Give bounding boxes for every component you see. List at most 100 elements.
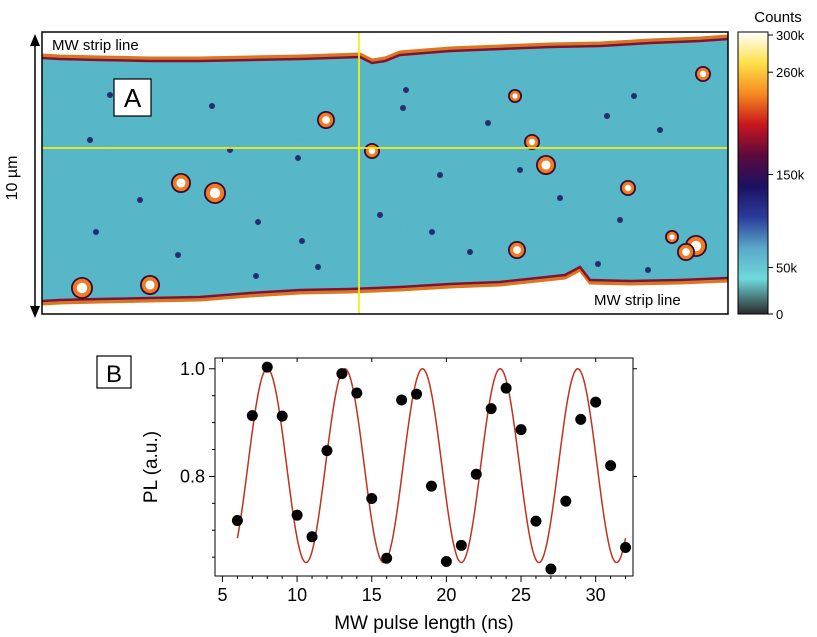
dark-speck	[137, 197, 143, 203]
colorbar-gradient	[738, 32, 768, 314]
bottom-strip-edge	[42, 268, 728, 306]
x-tick-label: 15	[362, 585, 382, 605]
data-point	[455, 539, 467, 551]
scale-label: 10 µm	[4, 156, 21, 201]
dark-speck	[107, 92, 113, 98]
data-point	[530, 515, 542, 527]
data-point	[440, 555, 452, 567]
svg-text:A: A	[124, 83, 142, 113]
nv-spot-core	[176, 178, 186, 188]
dark-speck	[315, 264, 321, 270]
dark-speck	[657, 127, 663, 133]
data-point	[291, 509, 303, 521]
scale-bar: 10 µm	[4, 34, 40, 318]
nv-spot-core	[669, 234, 675, 240]
colorbar-tick-label: 260k	[776, 65, 805, 80]
dark-speck	[295, 155, 301, 161]
nv-spot-core	[541, 160, 551, 170]
data-point	[306, 531, 318, 543]
data-point	[231, 515, 243, 527]
dark-speck	[631, 93, 637, 99]
x-tick-label: 5	[217, 585, 227, 605]
pl-image	[42, 32, 728, 314]
data-point	[545, 563, 557, 575]
panel-a-label: A	[113, 78, 152, 117]
data-point	[276, 410, 288, 422]
colorbar-tick-label: 300k	[776, 28, 805, 43]
dark-speck	[400, 105, 406, 111]
data-point	[261, 361, 273, 373]
nv-spots	[71, 66, 711, 299]
data-point	[575, 413, 587, 425]
nv-spot-core	[322, 116, 330, 124]
dark-speck	[253, 273, 259, 279]
dark-speck	[429, 229, 435, 235]
colorbar-title: Counts	[754, 9, 802, 26]
y-tick-label: 1.0	[180, 359, 205, 379]
top-strip-edge	[42, 34, 728, 62]
data-point	[605, 460, 617, 472]
dark-speck	[645, 267, 651, 273]
nv-spot-core	[528, 138, 536, 146]
data-point	[351, 387, 363, 399]
data-point	[246, 410, 258, 422]
nv-spot-core	[624, 184, 632, 192]
dark-speck	[299, 238, 305, 244]
image-noise	[42, 32, 728, 314]
top-strip-line	[42, 32, 728, 60]
dark-speck	[403, 87, 409, 93]
dark-speck	[557, 195, 563, 201]
nv-spot-core	[209, 187, 221, 199]
x-axis-label: MW pulse length (ns)	[334, 613, 514, 634]
plot-frame	[214, 357, 634, 577]
y-tick-label: 0.8	[180, 466, 205, 486]
bottom-strip-label: MW strip line	[594, 292, 681, 309]
dark-speck	[175, 252, 181, 258]
dark-speck	[255, 219, 261, 225]
colorbar-tick-label: 0	[776, 307, 783, 322]
colorbar-tick-label: 150k	[776, 168, 805, 183]
nv-spot-core	[76, 282, 88, 294]
dark-speck	[467, 249, 473, 255]
nv-spot-core	[699, 70, 707, 78]
svg-text:B: B	[106, 361, 122, 388]
panel-b: B 5 10 15 20 25 30 0.8 1.0 MW pulse length (ns)…	[96, 355, 637, 634]
dark-speck	[209, 103, 215, 109]
dark-speck	[93, 229, 99, 235]
colorbar: Counts 300k 260k 150k 50k 0	[737, 9, 805, 322]
data-point	[336, 368, 348, 380]
panel-a: 10 µm MW strip line MW strip line A	[4, 9, 805, 322]
data-point	[411, 388, 423, 400]
colorbar-ticks: 300k 260k 150k 50k 0	[768, 28, 805, 322]
data-point	[500, 382, 512, 394]
data-point	[470, 468, 482, 480]
data-point	[366, 492, 378, 504]
image-frame	[41, 31, 729, 315]
x-tick-label: 10	[287, 585, 307, 605]
x-tick-label: 30	[586, 585, 606, 605]
fit-line	[236, 368, 627, 564]
axes: 5 10 15 20 25 30 0.8 1.0	[180, 358, 637, 605]
data-point	[515, 424, 527, 436]
colorbar-tick-label: 50k	[776, 261, 797, 276]
nv-spot-core	[512, 93, 518, 99]
dark-speck	[437, 172, 443, 178]
data-point	[321, 445, 333, 457]
y-axis-label: PL (a.u.)	[141, 431, 162, 503]
data-point	[590, 396, 602, 408]
dark-speck	[87, 137, 93, 143]
x-tick-label: 20	[436, 585, 456, 605]
x-tick-label: 25	[511, 585, 531, 605]
data-point	[396, 394, 408, 406]
nv-spot-core	[682, 248, 690, 256]
nv-spot-core	[368, 147, 376, 155]
data-point	[425, 480, 437, 492]
dark-speck	[377, 212, 383, 218]
nv-spot-core	[513, 246, 521, 254]
nv-spot-core	[145, 280, 155, 290]
dark-speck	[517, 167, 523, 173]
fit-curve	[236, 368, 627, 564]
panel-b-label: B	[96, 355, 132, 389]
data-point	[381, 552, 393, 564]
